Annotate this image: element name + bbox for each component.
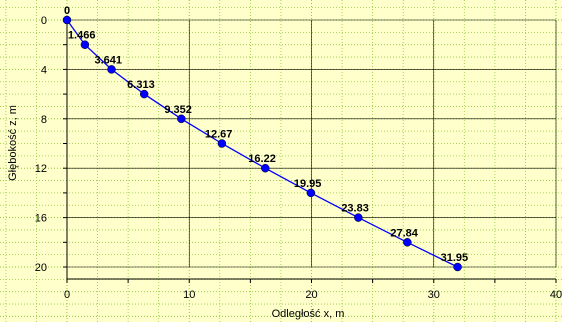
y-tick-label: 20 [35, 262, 47, 274]
data-labels: 0 1.466 3.641 6.313 9.352 12.67 16.22 19.95 23.8… [64, 5, 468, 264]
data-point [217, 139, 227, 148]
x-tick-label: 30 [428, 289, 440, 301]
data-point [306, 188, 316, 198]
data-label: 0 [64, 5, 70, 17]
x-tick-label: 0 [64, 289, 70, 301]
data-point [107, 65, 116, 74]
y-axis-label: Głębokość z, m [7, 105, 19, 181]
y-tick-label: 12 [35, 163, 47, 175]
data-label: 16.22 [248, 153, 276, 165]
x-tick-label: 10 [183, 289, 195, 301]
data-point [354, 213, 363, 222]
data-point [62, 15, 72, 25]
x-axis-label: Odległość x, m [272, 308, 345, 320]
data-point [403, 238, 412, 247]
data-point [139, 89, 149, 99]
data-label: 31.95 [441, 252, 469, 264]
data-label: 23.83 [341, 203, 369, 215]
data-label: 3.641 [95, 54, 123, 66]
data-label: 9.352 [164, 104, 192, 116]
data-point [80, 40, 90, 49]
data-label: 19.95 [294, 178, 322, 190]
data-label: 6.313 [127, 79, 155, 91]
data-label: 1.466 [68, 30, 96, 42]
data-label: 27.84 [390, 227, 418, 239]
x-tick-label: 20 [305, 289, 317, 301]
series-layer [62, 15, 462, 272]
data-point [261, 163, 270, 173]
data-point [453, 262, 462, 272]
y-tick-label: 0 [41, 15, 47, 27]
y-tick-label: 4 [41, 64, 47, 76]
y-tick-label: 8 [41, 114, 47, 126]
axes: 0 10 20 30 40 0 4 8 12 16 20 [35, 15, 562, 301]
y-tick-label: 16 [35, 213, 47, 225]
data-label: 12.67 [205, 129, 233, 141]
data-point [177, 114, 186, 124]
x-tick-label: 40 [550, 289, 562, 301]
